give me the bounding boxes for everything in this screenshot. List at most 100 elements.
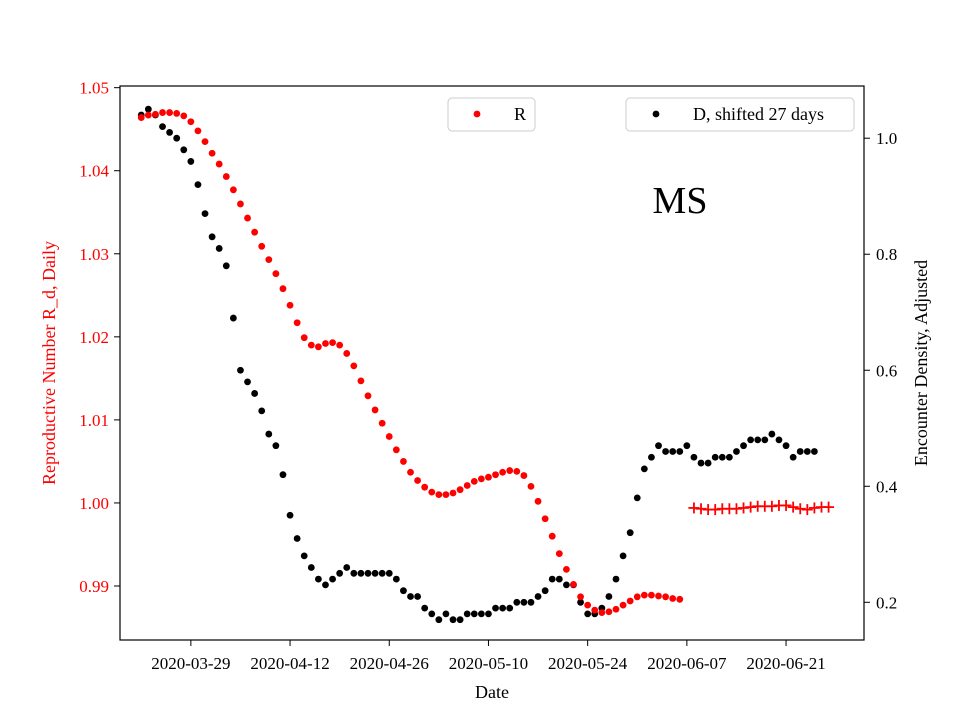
series-point-d	[754, 436, 762, 444]
left-axis-ticks: 0.99 1.00 1.01 1.02 1.03 1.04 1.05	[79, 79, 120, 596]
series-point-r	[293, 319, 301, 327]
series-point-d	[279, 471, 287, 479]
series-point-r	[463, 482, 471, 489]
series-point-d	[513, 598, 521, 606]
series-point-r	[208, 149, 216, 157]
series-point-d	[385, 569, 393, 577]
legend-d-label: D, shifted 27 days	[693, 104, 824, 124]
series-point-r	[414, 477, 421, 484]
series-point-r	[300, 334, 308, 342]
series-point-d	[307, 564, 315, 571]
series-point-d	[563, 581, 570, 589]
series-point-d	[194, 181, 202, 189]
series-point-r	[137, 114, 145, 121]
series-point-d	[470, 610, 478, 618]
series-point-r	[548, 532, 556, 540]
legend-r: R	[447, 97, 536, 132]
series-point-r	[513, 467, 521, 475]
series-point-r	[400, 458, 407, 465]
series-point-d	[329, 575, 336, 583]
series-point-r	[315, 343, 322, 351]
left-tick-label: 1.04	[79, 162, 109, 181]
series-point-d	[435, 616, 443, 624]
series-point-r	[449, 489, 457, 497]
series-point-r	[648, 591, 655, 599]
series-point-r-plus	[787, 501, 799, 513]
series-point-r	[357, 377, 365, 385]
series-point-r	[442, 491, 450, 499]
x-tick-label: 2020-05-10	[449, 654, 528, 673]
series-point-r	[605, 608, 613, 616]
series-point-r	[286, 301, 294, 309]
series-point-r	[258, 242, 266, 250]
series-point-r	[584, 601, 592, 609]
left-tick-label: 1.03	[79, 245, 109, 264]
legend-r-box	[447, 97, 536, 132]
series-point-d	[768, 430, 776, 438]
series-point-d	[463, 610, 471, 618]
series-point-r	[555, 550, 563, 558]
series-point-d	[159, 123, 166, 131]
series-point-r-plus	[801, 504, 813, 516]
series-point-d	[733, 448, 740, 455]
series-point-r	[655, 592, 662, 600]
series-point-d	[655, 442, 662, 450]
series-point-r	[350, 362, 358, 370]
series-point-d	[584, 610, 592, 618]
series-point-r	[520, 472, 528, 479]
series-point-d	[421, 604, 429, 612]
series-point-r	[563, 566, 570, 573]
series-point-r	[159, 109, 166, 116]
plot-frame	[119, 85, 865, 641]
left-tick-label: 1.02	[79, 328, 109, 347]
series-point-r	[152, 110, 159, 118]
series-point-d	[272, 442, 280, 450]
series-point-d	[456, 616, 464, 624]
series-point-d	[187, 158, 195, 165]
series-point-r	[626, 597, 634, 605]
series-point-d	[718, 453, 726, 461]
series-point-d	[619, 552, 627, 560]
series-point-d	[400, 587, 407, 595]
series-point-d	[697, 459, 705, 467]
series-point-d	[740, 442, 747, 450]
series-point-d	[789, 453, 797, 461]
series-point-r	[187, 118, 195, 126]
series-point-r	[392, 446, 400, 454]
series-point-d	[144, 105, 152, 113]
series-point-r	[272, 270, 280, 278]
legend-d: D, shifted 27 days	[625, 97, 855, 132]
series-point-r	[194, 127, 202, 135]
series-point-d	[811, 448, 818, 455]
series-point-d	[229, 314, 237, 322]
legend-r-label: R	[514, 104, 526, 124]
left-axis-title: Reproductive Number R_d, Daily	[39, 241, 59, 485]
series-point-r	[676, 595, 684, 603]
series-point-r	[385, 433, 393, 440]
series-point-d	[350, 569, 358, 577]
series-point-d	[442, 610, 450, 618]
right-tick-label: 0.4	[876, 477, 898, 496]
series-point-d	[612, 575, 620, 583]
series-r-marks	[137, 109, 684, 616]
series-point-r-plus	[823, 501, 835, 513]
legend-d-marker	[652, 110, 660, 118]
x-tick-label: 2020-06-21	[746, 654, 825, 673]
series-point-d	[477, 610, 485, 618]
series-point-r	[421, 483, 429, 491]
series-point-r	[640, 591, 648, 599]
right-tick-label: 0.8	[876, 245, 897, 264]
series-point-r	[534, 497, 542, 505]
x-axis-title: Date	[475, 682, 509, 702]
series-point-d	[258, 407, 266, 415]
series-point-d	[633, 494, 641, 502]
series-point-d	[534, 593, 542, 600]
series-point-d	[336, 569, 344, 577]
series-point-d	[775, 436, 783, 444]
series-point-d	[293, 535, 301, 542]
series-point-r	[307, 341, 315, 349]
series-point-d	[485, 610, 492, 618]
series-point-r	[492, 471, 499, 479]
series-point-d	[371, 569, 379, 577]
